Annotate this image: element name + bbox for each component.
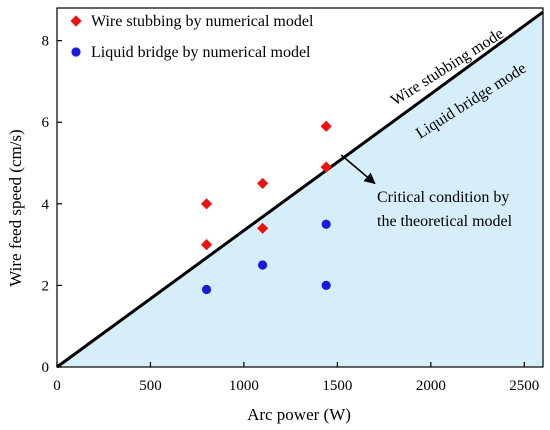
series-0-point — [200, 198, 213, 210]
plot-frame — [56, 7, 544, 368]
y-tick-label: 8 — [42, 34, 50, 50]
series-0-point — [257, 222, 269, 234]
series-1-point — [321, 280, 331, 291]
series-1-point — [201, 284, 212, 295]
series-0-point — [257, 177, 269, 190]
legend-label-wire-stubbing: Wire stubbing by numerical model — [91, 13, 314, 30]
y-tick-label: 6 — [42, 115, 50, 131]
legend-marker-liquid-bridge — [71, 47, 81, 57]
y-tick-label: 4 — [42, 197, 50, 213]
series-1-point — [321, 219, 331, 229]
y-tick-label: 0 — [42, 360, 50, 376]
series-0-point — [320, 120, 332, 132]
x-tick-label: 1500 — [322, 378, 352, 394]
x-tick-label: 1000 — [229, 378, 259, 394]
axes — [56, 7, 544, 368]
annotation-arrow — [340, 154, 376, 185]
x-tick-label: 2000 — [416, 378, 446, 394]
critical-condition-line1: Critical condition by — [377, 189, 509, 206]
x-tick-label: 0 — [53, 378, 61, 394]
x-axis-label: Arc power (W) — [247, 405, 351, 424]
series-0-point — [200, 239, 213, 251]
critical-condition-line — [56, 10, 544, 369]
y-axis-label: Wire feed speed (cm/s) — [6, 129, 25, 286]
plot-area — [56, 10, 544, 369]
series-0-point — [320, 161, 332, 173]
data-marks — [70, 15, 332, 295]
x-tick-label: 2500 — [509, 378, 539, 394]
liquid-bridge-region — [57, 12, 543, 367]
y-tick-label: 2 — [42, 278, 50, 294]
series-1-point — [258, 260, 268, 270]
x-tick-label: 500 — [139, 378, 162, 394]
legend-label-liquid-bridge: Liquid bridge by numerical model — [91, 44, 311, 61]
critical-condition-line2: the theoretical model — [377, 213, 513, 230]
legend-marker-wire-stubbing — [70, 15, 82, 27]
